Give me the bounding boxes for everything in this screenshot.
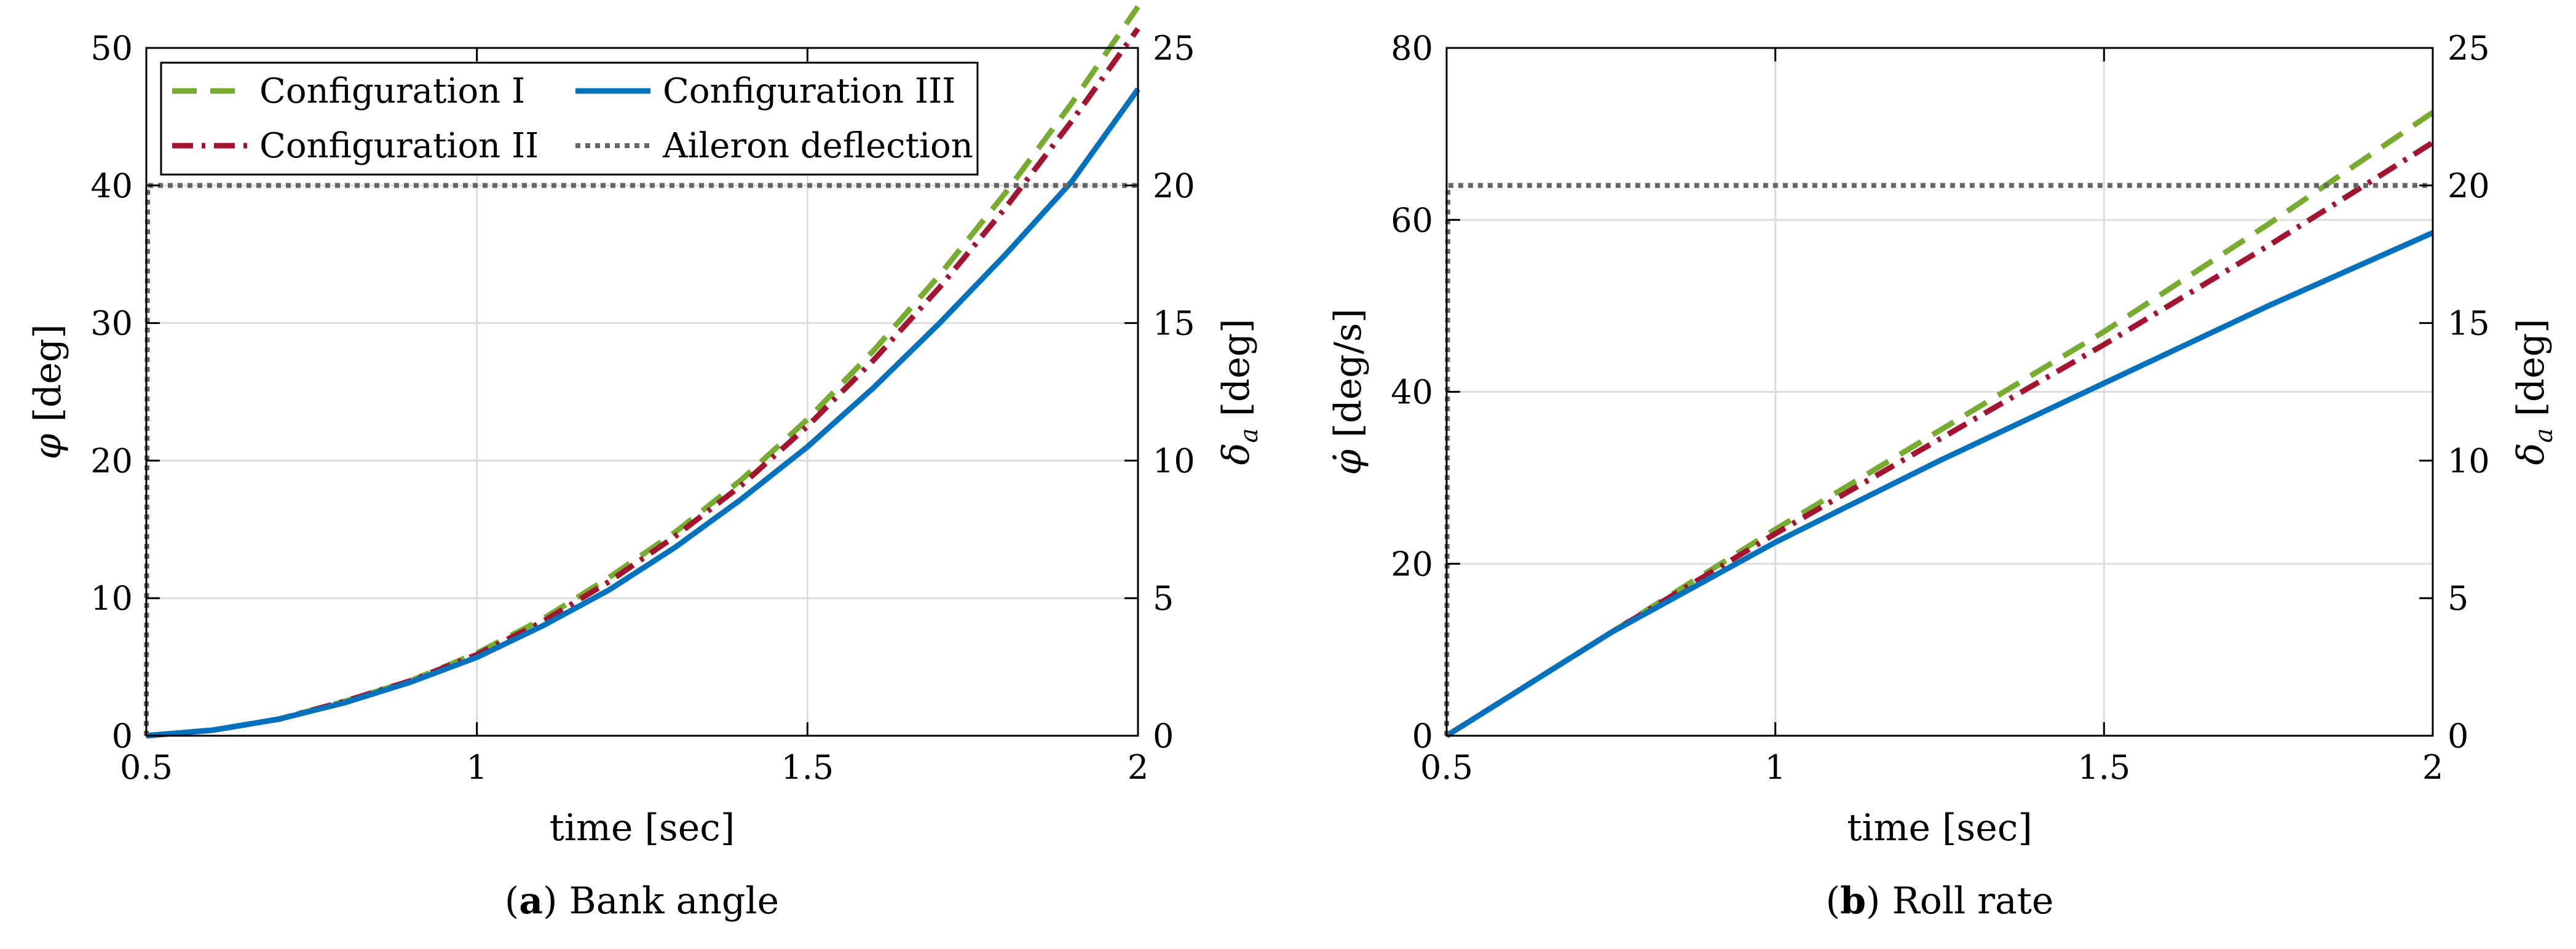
- y-tick-label-right: 0: [2448, 717, 2468, 755]
- y-axis-label-left: φ̇ [deg/s]: [1327, 309, 1370, 475]
- series-line-aileron: [144, 183, 1138, 736]
- x-tick-label: 1: [1764, 748, 1785, 787]
- y-axis-right-symbol: δ: [2510, 443, 2553, 465]
- legend-label-aileron: Aileron deflection: [662, 126, 973, 166]
- caption-letter: b: [1840, 880, 1866, 923]
- legend-label-config2: Configuration II: [259, 126, 539, 166]
- caption-paren-close: ): [1866, 880, 1892, 923]
- y-tick-label-left: 50: [90, 29, 133, 68]
- y-tick-label-right: 15: [2448, 304, 2490, 343]
- y-tick-label-left: 30: [90, 304, 133, 343]
- y-axis-right-subscript: a: [1235, 428, 1263, 443]
- legend-box: [160, 61, 979, 176]
- y-tick-label-right: 25: [2448, 29, 2490, 68]
- y-tick-label-left: 20: [90, 441, 133, 480]
- x-tick-label: 0.5: [120, 748, 173, 787]
- y-axis-label-right: δa [deg]: [1215, 318, 1263, 465]
- caption-paren-close: ): [543, 880, 569, 923]
- x-tick-label: 2: [2422, 748, 2443, 787]
- caption-text: Roll rate: [1892, 880, 2054, 923]
- y-tick-label-right: 5: [1153, 579, 1174, 618]
- y-tick-label-left: 40: [90, 167, 133, 205]
- y-tick-label-right: 10: [2448, 441, 2490, 480]
- series-group: [1444, 110, 2435, 738]
- y-axis-symbol: φ̇: [1327, 449, 1370, 475]
- y-axis-space: [1327, 438, 1370, 449]
- x-tick-label: 1.5: [781, 748, 834, 787]
- y-tick-label-left: 0: [1412, 717, 1433, 755]
- y-axis-label-right: δa [deg]: [2510, 318, 2558, 465]
- y-axis-right-subscript: a: [2530, 428, 2558, 443]
- y-tick-label-left: 60: [1391, 201, 1433, 240]
- series-group: [144, 5, 1140, 739]
- series-line-config3: [146, 87, 1140, 739]
- grid: [1445, 47, 2434, 737]
- y-tick-label-right: 5: [2448, 579, 2468, 618]
- x-tick-label: 2: [1128, 748, 1148, 787]
- legend-label-config3: Configuration III: [663, 71, 955, 111]
- caption-text: Bank angle: [569, 880, 779, 923]
- y-tick-label-left: 40: [1391, 373, 1433, 412]
- y-tick-label-left: 0: [112, 717, 133, 755]
- y-axis-right-space: [2510, 417, 2553, 428]
- series-line-config2: [1445, 140, 2435, 738]
- legend: Configuration I Configuration III Configur…: [160, 61, 979, 176]
- y-axis-unit: [deg]: [26, 324, 69, 422]
- subfigure-caption: (b) Roll rate: [1826, 880, 2054, 923]
- x-tick-label: 1: [466, 748, 487, 787]
- y-tick-label-right: 10: [1153, 441, 1195, 480]
- y-axis-label-left: φ [deg]: [26, 324, 69, 459]
- y-axis-symbol: φ: [26, 434, 69, 460]
- x-axis-label: time [sec]: [1847, 806, 2033, 849]
- x-axis-label: time [sec]: [550, 806, 735, 849]
- legend-label-config1: Configuration I: [259, 71, 525, 111]
- y-tick-label-right: 0: [1153, 717, 1174, 755]
- y-tick-label-right: 20: [2448, 167, 2490, 205]
- y-axis-right-unit: [deg]: [1215, 318, 1258, 416]
- y-axis-right-symbol: δ: [1215, 443, 1258, 465]
- y-tick-label-right: 20: [1153, 167, 1195, 205]
- axes-box: [145, 47, 1139, 737]
- series-line-config3: [1445, 230, 2434, 738]
- caption-paren-open: (: [505, 880, 519, 923]
- y-tick-label-right: 25: [1153, 29, 1195, 68]
- x-tick-label: 1.5: [2077, 748, 2130, 787]
- y-tick-label-right: 15: [1153, 304, 1195, 343]
- x-tick-label: 0.5: [1420, 748, 1473, 787]
- y-axis-space: [26, 422, 69, 434]
- caption-paren-open: (: [1826, 880, 1840, 923]
- y-axis-right-space: [1215, 417, 1258, 428]
- y-tick-label-left: 20: [1391, 545, 1433, 583]
- caption-letter: a: [519, 880, 543, 923]
- y-tick-label-left: 80: [1391, 29, 1433, 68]
- y-axis-right-unit: [deg]: [2510, 318, 2553, 416]
- y-tick-label-left: 10: [90, 579, 133, 618]
- y-axis-unit: [deg/s]: [1327, 309, 1370, 438]
- subfigure-caption: (a) Bank angle: [505, 880, 779, 923]
